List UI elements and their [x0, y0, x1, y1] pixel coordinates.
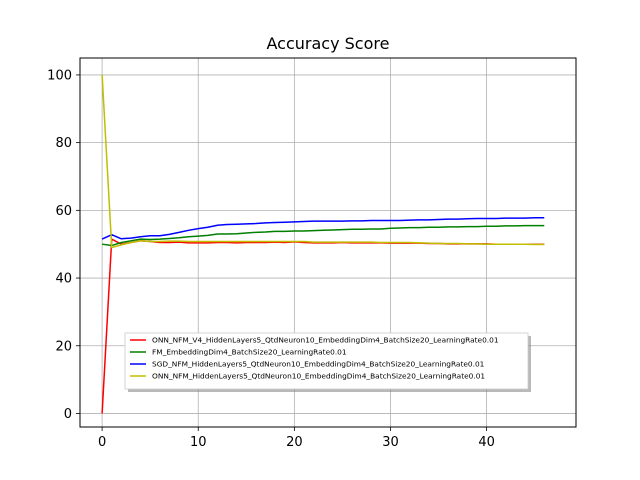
- y-axis: 0 20 40 60 80 100: [47, 68, 80, 422]
- chart-title: Accuracy Score: [267, 34, 390, 53]
- legend: ONN_NFM_V4_HiddenLayers5_QtdNeuron10_Emb…: [124, 332, 531, 392]
- series-line-2: [102, 224, 545, 247]
- y-tick-label: 100: [47, 68, 72, 83]
- x-tick-label: 10: [190, 435, 207, 450]
- series-line-3: [101, 217, 545, 240]
- y-tick-label: 0: [64, 407, 72, 422]
- x-tick-label: 0: [98, 435, 106, 450]
- series-lines: [101, 74, 545, 414]
- x-axis: 0 10 20 30 40: [98, 427, 495, 450]
- y-tick-label: 80: [55, 136, 72, 151]
- legend-label-4: ONN_NFM_HiddenLayers5_QtdNeuron10_Embedd…: [152, 372, 485, 381]
- series-line-4: [101, 74, 545, 249]
- y-tick-label: 40: [55, 272, 72, 287]
- plot-frame: [79, 57, 577, 428]
- y-tick-label: 60: [55, 204, 72, 219]
- y-tick-label: 20: [55, 339, 72, 354]
- x-tick-label: 30: [382, 435, 399, 450]
- legend-box: [124, 332, 529, 390]
- legend-label-2: FM_EmbeddingDim4_BatchSize20_LearningRat…: [152, 348, 347, 357]
- x-tick-label: 40: [478, 435, 495, 450]
- legend-label-3: SGD_NFM_HiddenLayers5_QtdNeuron10_Embedd…: [152, 360, 485, 369]
- legend-label-1: ONN_NFM_V4_HiddenLayers5_QtdNeuron10_Emb…: [152, 336, 499, 345]
- x-tick-label: 20: [286, 435, 303, 450]
